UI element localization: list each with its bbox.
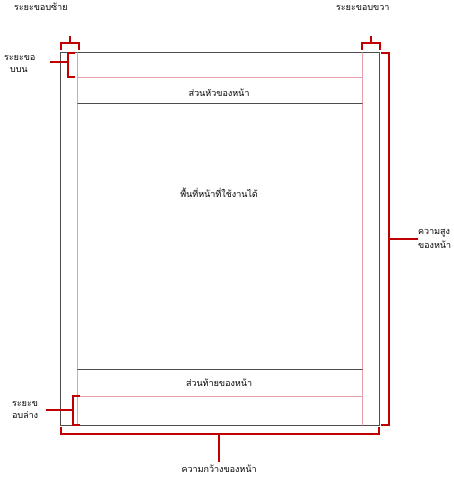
left-margin-bracket <box>60 42 80 50</box>
page-height-label-line1: ความสูง <box>418 227 450 237</box>
page-width-bracket <box>60 427 380 435</box>
left-margin-label: ระยะขอบซ้าย <box>14 2 67 13</box>
header-label: ส่วนหัวของหน้า <box>189 88 250 99</box>
top-margin-label-line1: ระยะขอ <box>4 53 35 63</box>
top-margin-label-line2: บบน <box>10 65 28 75</box>
right-margin-label: ระยะขอบขวา <box>336 3 389 13</box>
page-border <box>60 52 380 426</box>
body-label: พื้นที่หน้าที่ใช้งานได้ <box>180 187 258 200</box>
bottom-margin-label-line1: ระยะข <box>12 399 38 409</box>
page-height-bracket <box>381 52 390 426</box>
page-height-label-line2: ของหน้า <box>418 240 451 251</box>
page-width-label: ความกว้างของหน้า <box>181 464 256 475</box>
right-margin-bracket <box>361 42 381 50</box>
footer-label: ส่วนท้ายของหน้า <box>186 378 252 389</box>
top-margin-bracket <box>67 52 75 78</box>
bottom-margin-label-line2: อบล่าง <box>12 411 38 421</box>
